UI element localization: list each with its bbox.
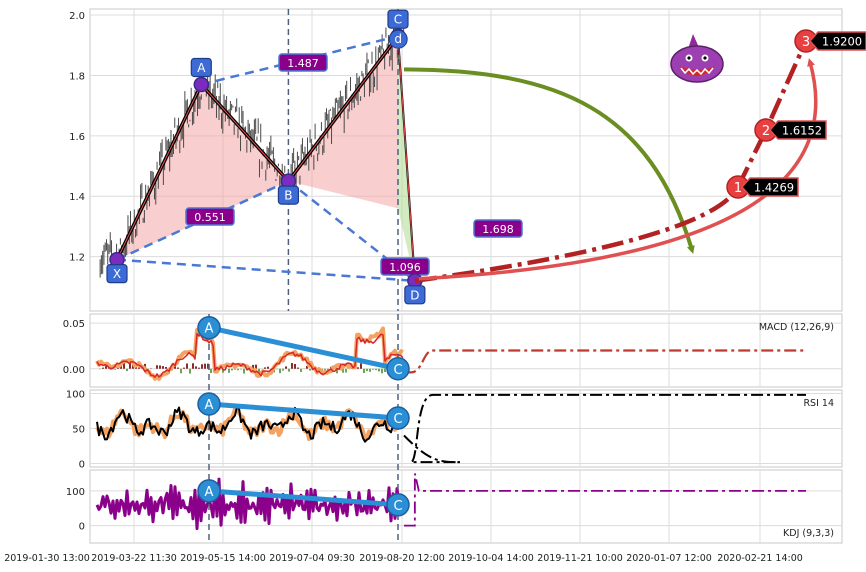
macd-signal-line	[96, 332, 404, 378]
rsi-divergence-line	[208, 401, 399, 421]
target-value-box	[740, 177, 799, 197]
shark-pupil	[687, 56, 691, 60]
ratio-label: 1.096	[380, 257, 430, 276]
target-number: 2	[762, 124, 770, 139]
kdj-projection	[404, 473, 806, 527]
pattern-point-A	[193, 76, 210, 93]
target-number: 3	[802, 35, 810, 50]
ratio-label-text: 0.551	[194, 211, 226, 224]
pattern-point-box	[106, 264, 128, 284]
ratio-label-text: 1.096	[389, 261, 421, 274]
ytick-label: 1.6	[69, 132, 85, 143]
divergence-label: A	[205, 398, 214, 413]
target-projection-line	[414, 40, 809, 284]
pattern-leg-highlight	[116, 84, 202, 260]
ratio-label: 1.698	[473, 219, 523, 238]
ytick-label: 0.05	[63, 319, 85, 330]
ratio-label-text: 1.487	[287, 57, 319, 70]
rsi-divergence-point-C	[386, 406, 410, 430]
shark-pupil	[703, 56, 707, 60]
pattern-leg-highlight	[200, 84, 289, 182]
xtick-label: 2019-01-30 13:00	[4, 553, 90, 564]
ytick-label: 50	[72, 425, 85, 436]
pattern-point-label: C	[394, 13, 402, 27]
xtick-label: 2019-05-15 14:00	[180, 553, 266, 564]
ytick-label: 0	[79, 460, 85, 471]
ratio-label: 0.551	[185, 207, 235, 226]
ytick-label: 1.4	[69, 192, 85, 203]
ratio-line-BD	[287, 180, 416, 282]
pattern-point-label: X	[113, 267, 121, 281]
pattern-point-label: B	[284, 189, 292, 203]
ratio-label-text: 1.698	[482, 223, 514, 236]
pattern-leg-highlight	[397, 36, 416, 281]
pattern-point-box	[190, 57, 212, 78]
target-value-box	[808, 31, 866, 51]
kdj-divergence-line	[208, 488, 399, 508]
macd-divergence-line	[208, 325, 399, 372]
kdj-divergence-point-C	[386, 493, 410, 517]
ytick-label: 2.0	[69, 11, 85, 22]
ytick-label: 0	[79, 522, 85, 533]
shark-body	[670, 45, 724, 83]
shark-logo	[670, 34, 724, 83]
overlay-layer: 0.551 1.487 1.698 1.096 X A B C Dd 1 1.4269 2 1.6152…	[106, 9, 866, 517]
ratio-label: 1.487	[278, 53, 328, 72]
xtick-label: 2020-02-21 14:00	[717, 553, 803, 564]
pattern-point-box	[387, 9, 409, 29]
divergence-label: A	[205, 322, 214, 337]
triangle-xab	[117, 84, 289, 260]
ytick-label: 1.8	[69, 71, 85, 82]
xtick-label: 2019-03-22 11:30	[91, 553, 177, 564]
kdj-divergence-point-A	[197, 479, 221, 503]
ytick-label: 0.00	[63, 365, 85, 376]
ratio-label-box	[473, 219, 523, 238]
ytick-label: 100	[66, 390, 85, 401]
pattern-point-box	[277, 185, 300, 205]
target-arrow-red	[418, 58, 818, 281]
indicator-label: MACD (12,26,9)	[759, 322, 834, 333]
target-value-text: 1.6152	[782, 124, 822, 138]
divergence-label: C	[393, 499, 402, 514]
target-value-text: 1.9200	[822, 35, 862, 49]
macd-projection	[404, 349, 806, 374]
ratio-line-XD	[116, 258, 415, 283]
xtick-label: 2019-07-04 09:30	[269, 553, 355, 564]
ratio-label-box	[278, 53, 328, 72]
ytick-label: 1.2	[69, 253, 85, 264]
divergence-label: A	[205, 485, 214, 500]
rsi-divergence-point-A	[197, 392, 221, 416]
macd-divergence-point-C	[386, 357, 410, 381]
xtick-label: 2019-08-20 12:00	[359, 553, 445, 564]
xtick-label: 2019-11-21 10:00	[537, 553, 623, 564]
divergence-label: C	[393, 412, 402, 427]
d-point-label: d	[394, 32, 402, 46]
indicator-label: RSI 14	[803, 398, 834, 409]
shark-teeth	[680, 67, 714, 76]
target-value-box	[768, 120, 827, 140]
target-number: 1	[734, 181, 742, 196]
target-value-text: 1.4269	[754, 181, 794, 195]
pattern-point-label: A	[197, 61, 206, 75]
d-point-marker	[388, 29, 408, 49]
pattern-point-box	[404, 285, 426, 305]
macd-divergence-point-A	[197, 315, 221, 340]
pattern-point-label: D	[410, 288, 419, 302]
ytick-label: 100	[66, 487, 85, 498]
ratio-label-box	[185, 207, 235, 226]
ratio-line-AC	[201, 34, 399, 86]
projection-arrow-green	[403, 67, 695, 254]
pattern-leg-highlight	[288, 35, 399, 182]
ratio-label-box	[380, 257, 430, 276]
indicator-label: KDJ (9,3,3)	[783, 528, 834, 539]
divergence-label: C	[393, 363, 402, 378]
rsi-projection	[403, 393, 806, 464]
xtick-label: 2019-10-04 14:00	[448, 553, 534, 564]
xtick-label: 2020-01-07 12:00	[626, 553, 712, 564]
